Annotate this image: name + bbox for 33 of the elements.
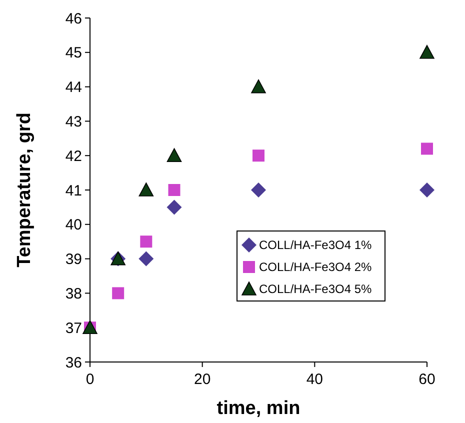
y-tick-label: 37 <box>65 320 82 337</box>
legend-label: COLL/HA-Fe3O4 2% <box>259 260 372 274</box>
point <box>166 200 182 215</box>
legend-label: COLL/HA-Fe3O4 5% <box>259 282 372 296</box>
point <box>252 150 264 162</box>
point <box>112 287 124 300</box>
point <box>168 184 180 196</box>
y-tick-label: 39 <box>65 251 82 268</box>
y-tick-label: 38 <box>65 285 82 302</box>
point <box>420 45 434 59</box>
point <box>166 148 182 162</box>
y-tick-label: 42 <box>65 148 82 165</box>
y-tick-label: 46 <box>65 10 82 28</box>
y-tick-label: 40 <box>65 216 82 234</box>
x-axis-title: time, min <box>216 398 300 419</box>
y-axis-title: Temperature, grd <box>14 112 35 268</box>
y-tick-label: 44 <box>65 79 82 96</box>
point <box>138 251 154 266</box>
point <box>421 142 433 155</box>
point <box>251 79 266 94</box>
y-tick-label: 41 <box>65 182 82 200</box>
point <box>251 182 266 198</box>
y-tick-label: 43 <box>65 113 82 130</box>
x-tick-label: 40 <box>306 371 324 388</box>
x-tick-label: 0 <box>86 371 94 388</box>
y-tick-label: 45 <box>65 44 82 62</box>
x-tick-label: 20 <box>194 371 211 388</box>
point <box>138 182 154 196</box>
x-tick-label: 60 <box>418 371 436 388</box>
point <box>420 182 434 198</box>
y-tick-label: 36 <box>65 354 82 372</box>
legend-label: COLL/HA-Fe3O4 1% <box>259 238 372 252</box>
point <box>140 236 152 248</box>
